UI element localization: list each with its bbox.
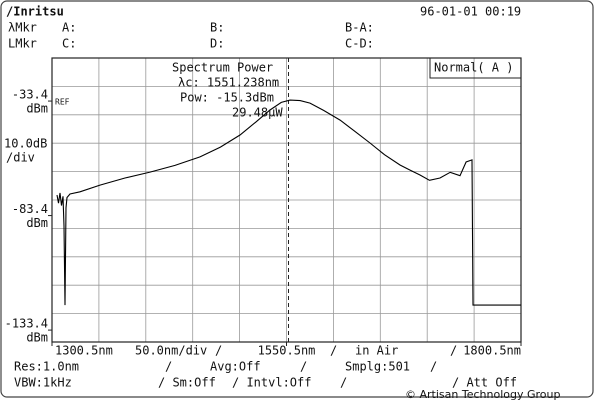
- setting: /: [340, 376, 347, 390]
- marker-label: C:: [62, 37, 76, 51]
- setting: / Att Off: [452, 376, 517, 390]
- copyright: © Artisan Technology Group: [405, 388, 560, 401]
- setting: Smplg:501: [345, 360, 410, 374]
- y-tick-label: -33.4: [12, 88, 48, 102]
- marker-label: C-D:: [345, 37, 374, 51]
- x-tick-label: 1550.5nm: [258, 344, 316, 358]
- y-tick-label: -83.4: [12, 202, 48, 216]
- y-tick-label: -133.4: [5, 317, 48, 331]
- setting: /: [300, 360, 307, 374]
- marker-label: B-A:: [345, 21, 374, 35]
- annotation: 29.48μW: [232, 106, 283, 120]
- annotation: Pow: -15.3dBm: [180, 91, 274, 105]
- plot-area: [51, 57, 522, 343]
- mode-box: [429, 57, 522, 79]
- frame: [0, 0, 594, 398]
- setting: / Sm:Off: [158, 376, 216, 390]
- y-unit: dBm: [26, 102, 48, 116]
- x-tick-label: 1300.5nm: [55, 344, 113, 358]
- setting: Res:1.0nm: [14, 360, 79, 374]
- setting: /: [430, 360, 437, 374]
- y-unit: dBm: [26, 331, 48, 345]
- scale-label: /div: [6, 151, 35, 165]
- mode: Normal( A ): [434, 61, 513, 75]
- marker-label: λMkr: [8, 21, 37, 35]
- marker-label: LMkr: [8, 37, 37, 51]
- separator: /: [450, 344, 457, 358]
- trace: [56, 99, 521, 306]
- setting: Avg:Off: [210, 360, 261, 374]
- logo: /Inritsu: [6, 5, 64, 19]
- setting: VBW:1kHz: [14, 376, 72, 390]
- marker-label: D:: [210, 37, 224, 51]
- setting: /: [165, 360, 172, 374]
- marker-label: B:: [210, 21, 224, 35]
- separator: /: [330, 344, 337, 358]
- scale-label: 10.0dB: [4, 137, 47, 151]
- x-span: 50.0nm/div: [135, 344, 207, 358]
- y-unit: dBm: [26, 216, 48, 230]
- ref-label: REF: [55, 98, 70, 107]
- annotation: λc: 1551.238nm: [178, 76, 279, 90]
- x-tick-label: 1800.5nm: [463, 344, 521, 358]
- datetime: 96-01-01 00:19: [420, 5, 521, 19]
- chart-title: Spectrum Power: [172, 61, 273, 75]
- setting: / Intvl:Off: [232, 376, 311, 390]
- medium: in Air: [355, 344, 398, 358]
- separator: /: [215, 344, 222, 358]
- marker-label: A:: [62, 21, 76, 35]
